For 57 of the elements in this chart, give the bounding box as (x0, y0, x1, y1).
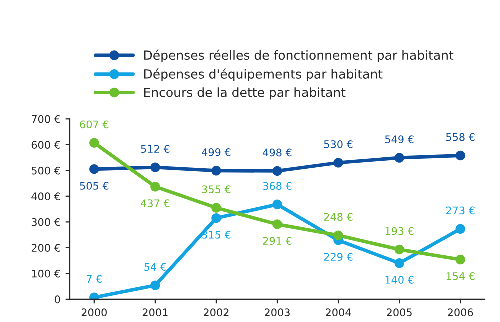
data-label: 437 € (141, 200, 170, 208)
data-label: 499 € (202, 148, 231, 156)
y-tick-label: 300 € (32, 218, 60, 226)
point (272, 220, 282, 230)
data-label: 229 € (324, 253, 353, 262)
point (394, 258, 404, 268)
y-tick-label: 700 € (32, 115, 60, 124)
point (272, 200, 282, 210)
y-tick-label: 400 € (32, 192, 60, 201)
x-tick-label: 2004 (326, 308, 352, 317)
data-label: 607 € (80, 120, 109, 129)
y-tick-label: 100 € (32, 270, 60, 278)
point (150, 280, 160, 290)
y-tick-label: 500 € (32, 166, 60, 175)
legend-label: Encours de la dette par habitant (144, 88, 346, 100)
data-label: 140 € (386, 276, 414, 284)
data-label: 512 € (141, 145, 170, 154)
x-tick-label: 2001 (142, 308, 168, 317)
point (334, 158, 344, 168)
data-label: 530 € (324, 140, 353, 148)
x-tick-label: 2000 (82, 308, 107, 317)
point (212, 166, 222, 176)
data-label: 549 € (385, 136, 414, 144)
x-tick-label: 2005 (387, 308, 412, 317)
data-label: 368 € (263, 182, 292, 190)
y-tick-label: 200 € (32, 244, 60, 252)
x-tick-label: 2003 (265, 308, 290, 317)
point (212, 213, 222, 224)
data-label: 193 € (386, 227, 414, 236)
point (90, 164, 100, 174)
data-label: 7 € (86, 275, 102, 284)
point (394, 244, 404, 255)
point (150, 182, 160, 192)
legend-label: Dépenses d'équipements par habitant (144, 68, 383, 82)
data-label: 291 € (263, 237, 292, 246)
point (90, 138, 100, 148)
data-label: 558 € (446, 133, 475, 142)
point (456, 150, 466, 161)
point (334, 230, 344, 240)
data-label: 248 € (324, 213, 353, 222)
legend-label: Dépenses réelles de fonctionnement par habitant (144, 50, 454, 63)
data-label: 54 € (144, 263, 166, 272)
point (272, 166, 282, 176)
y-tick-label: 600 € (32, 141, 60, 150)
point (212, 203, 222, 213)
y-tick-label: 0 (55, 296, 60, 304)
point (150, 162, 160, 172)
x-tick-label: 2006 (448, 308, 474, 317)
point (456, 254, 466, 265)
data-label: 355 € (202, 186, 231, 194)
data-label: 154 € (446, 272, 475, 280)
x-tick-label: 2002 (204, 308, 229, 317)
point (394, 153, 404, 163)
data-label: 505 € (80, 182, 109, 190)
data-label: 498 € (263, 148, 292, 157)
point (456, 224, 466, 234)
data-label: 273 € (446, 206, 475, 215)
